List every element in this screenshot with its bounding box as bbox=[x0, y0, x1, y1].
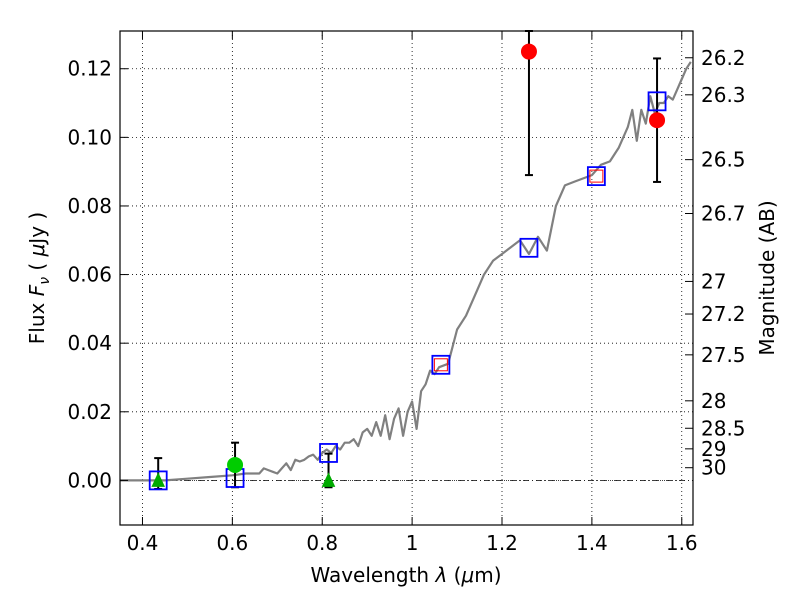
model-photometry-square bbox=[647, 91, 667, 112]
y-tick-label: 0.00 bbox=[67, 468, 112, 492]
right-tick-label: 27.5 bbox=[701, 343, 746, 367]
y-tick-label: 0.12 bbox=[67, 57, 112, 81]
x-tick-label: 1 bbox=[406, 531, 419, 555]
y-tick-label: 0.02 bbox=[67, 400, 112, 424]
model-photometry-square bbox=[148, 470, 168, 491]
spectrum-line bbox=[120, 61, 692, 482]
right-tick-label: 28.5 bbox=[701, 416, 746, 440]
x-tick-label: 0.4 bbox=[127, 531, 159, 555]
right-tick-label: 27.2 bbox=[701, 302, 746, 326]
x-tick-label: 1.4 bbox=[576, 531, 608, 555]
x-tick-label: 1.2 bbox=[486, 531, 518, 555]
x-tick-label: 0.8 bbox=[306, 531, 338, 555]
y-axis-label-nu: ν bbox=[37, 277, 53, 285]
x-axis-label-text: Wavelength bbox=[310, 563, 435, 587]
red-square-marker bbox=[589, 169, 604, 183]
y-axis-label: Flux Fν ( μJy ) bbox=[25, 212, 53, 344]
tick-layer: 0.4 0.6 0.8 1 1.2 1.4 1.6 0.00 0.02 0.04 0.06 0.08 0… bbox=[67, 31, 746, 555]
plot-frame bbox=[119, 30, 694, 526]
x-axis-label-unit: m) bbox=[474, 563, 501, 587]
right-tick-label: 26.3 bbox=[701, 83, 746, 107]
y-axis-label-mu: μ bbox=[25, 244, 49, 258]
right-tick-label: 29 bbox=[701, 437, 726, 461]
x-axis-label-paren: ( bbox=[447, 563, 461, 587]
flux-point-circle bbox=[649, 112, 666, 129]
flux-point-circle bbox=[520, 43, 537, 60]
right-tick-label: 26.7 bbox=[701, 202, 746, 226]
y-tick-label: 0.08 bbox=[67, 194, 112, 218]
y-tick-label: 0.10 bbox=[67, 125, 112, 149]
upper-limit-triangle bbox=[151, 472, 165, 487]
model-photometry-square bbox=[519, 237, 539, 258]
model-photometry-square bbox=[431, 354, 451, 375]
y-axis-label-F: F bbox=[25, 284, 49, 296]
red-square-marker bbox=[433, 358, 448, 372]
x-axis-label: Wavelength λ (μm) bbox=[310, 563, 501, 587]
y-tick-label: 0.06 bbox=[67, 263, 112, 287]
right-tick-label: 27 bbox=[701, 269, 726, 293]
spectrum-layer bbox=[120, 61, 692, 482]
right-tick-label: 26.2 bbox=[701, 46, 746, 70]
upper-limit-triangle bbox=[321, 472, 336, 487]
y-axis-label-unit: Jy ) bbox=[25, 212, 49, 246]
x-tick-label: 1.6 bbox=[666, 531, 698, 555]
x-axis-label-mu: μ bbox=[460, 563, 474, 587]
right-axis-label: Magnitude (AB) bbox=[755, 200, 779, 355]
y-tick-label: 0.04 bbox=[67, 331, 112, 355]
x-tick-label: 0.6 bbox=[216, 531, 248, 555]
y-axis-label-text: Flux bbox=[25, 296, 49, 344]
y-axis-label-open: ( bbox=[25, 256, 49, 277]
right-tick-label: 28 bbox=[701, 389, 726, 413]
model-photometry-square bbox=[319, 443, 338, 463]
right-tick-label: 30 bbox=[701, 456, 726, 480]
flux-point-circle bbox=[227, 456, 244, 473]
right-tick-label: 26.5 bbox=[701, 148, 746, 172]
x-axis-label-lambda: λ bbox=[434, 563, 447, 587]
marker-layer bbox=[148, 43, 667, 491]
model-photometry-square bbox=[586, 166, 606, 187]
